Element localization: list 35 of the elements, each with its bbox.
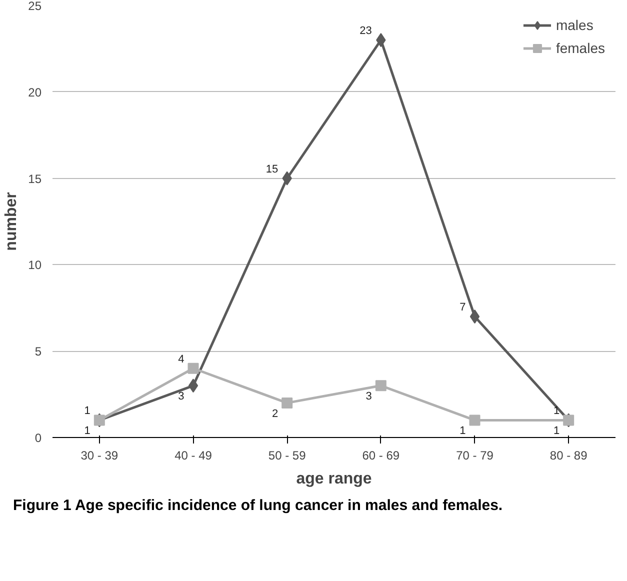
caption: Figure 1 Age specific incidence of lung cancer in males and females. xyxy=(13,496,503,516)
x-tick-label: 40 - 49 xyxy=(174,448,212,462)
legend-label: females xyxy=(556,40,605,56)
point xyxy=(188,378,198,393)
data-label: 3 xyxy=(178,390,184,403)
point xyxy=(375,380,386,392)
y-tick-label: 10 xyxy=(28,258,42,272)
x-tick-label: 60 - 69 xyxy=(362,448,400,462)
data-label: 4 xyxy=(178,353,184,366)
y-tick-label: 0 xyxy=(34,431,42,445)
data-label: 1 xyxy=(553,405,560,418)
data-label: 1 xyxy=(553,425,560,438)
legend-label: males xyxy=(556,17,594,33)
data-label: 3 xyxy=(366,390,372,403)
data-label: 7 xyxy=(460,302,466,314)
data-label: 23 xyxy=(360,25,372,38)
y-tick-label: 20 xyxy=(28,85,42,100)
point xyxy=(188,362,199,374)
data-label: 2 xyxy=(272,408,278,420)
data-label: 1 xyxy=(84,425,90,438)
point xyxy=(469,414,480,426)
data-label: 15 xyxy=(266,163,278,176)
y-axis-title: number xyxy=(3,192,20,251)
y-tick-label: 5 xyxy=(34,344,42,359)
point xyxy=(282,397,293,408)
x-axis-title: age range xyxy=(296,470,372,488)
y-tick-label: 25 xyxy=(28,0,42,13)
x-tick-label: 50 - 59 xyxy=(268,448,306,462)
point xyxy=(470,310,480,324)
x-tick-label: 70 - 79 xyxy=(456,448,494,462)
x-tick-label: 30 - 39 xyxy=(80,448,118,462)
x-tick-label: 80 - 89 xyxy=(550,448,588,462)
y-tick-label: 15 xyxy=(28,172,42,186)
data-label: 1 xyxy=(460,425,466,438)
data-label: 1 xyxy=(84,405,90,418)
